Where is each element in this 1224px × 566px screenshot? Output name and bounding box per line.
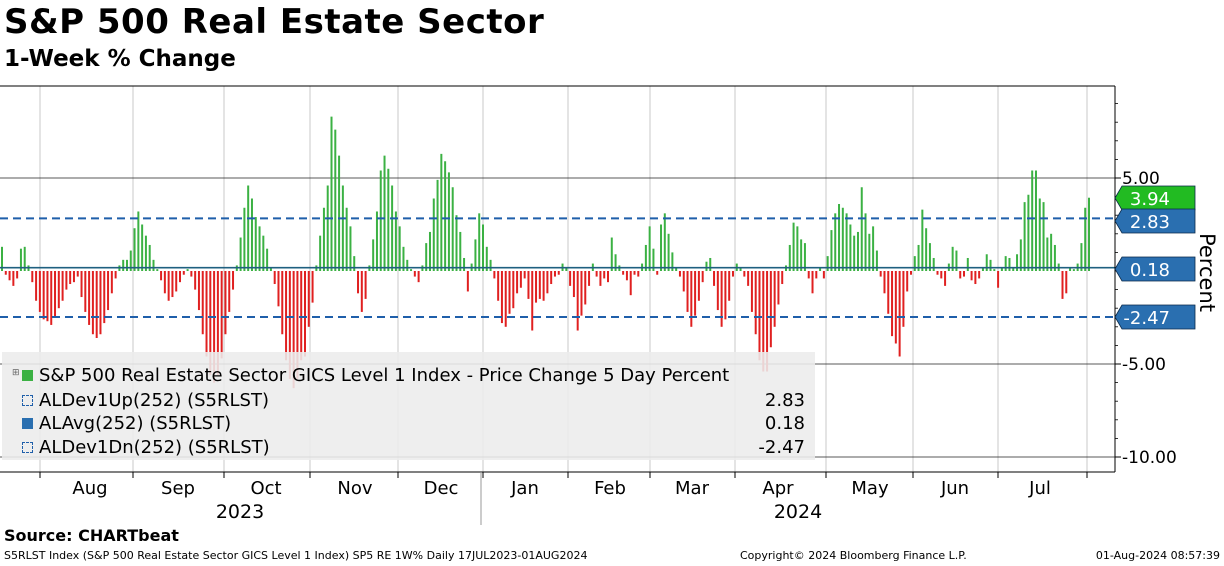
legend-label: ALAvg(252) (S5RLST) — [39, 413, 232, 434]
value-badge-label: 3.94 — [1130, 189, 1170, 210]
x-month-label: Jan — [510, 478, 539, 499]
footer-copyright: Copyright© 2024 Bloomberg Finance L.P. — [740, 549, 967, 562]
chart-title: S&P 500 Real Estate Sector — [4, 2, 545, 42]
bars-layer — [1, 116, 1090, 389]
value-badge-label: 2.83 — [1130, 212, 1170, 233]
value-badge — [1114, 304, 1196, 330]
legend-label: ALDev1Up(252) (S5RLST) — [39, 390, 269, 411]
chart-subtitle: 1-Week % Change — [4, 46, 236, 72]
legend-label: ALDev1Dn(252) (S5RLST) — [39, 437, 270, 458]
value-badge — [1114, 208, 1196, 234]
axis-layer: 5.00 -5.00 -10.00 Aug Sep Oct Nov Dec Jan Feb Mar A… — [0, 85, 1219, 525]
x-month-label: Oct — [250, 478, 281, 499]
legend-value: 2.83 — [764, 390, 805, 411]
legend-row-dev-up[interactable]: ALDev1Up(252) (S5RLST) 2.83 — [2, 390, 815, 414]
x-month-label: Nov — [337, 478, 372, 499]
y-tick-label: 5.00 — [1122, 169, 1160, 189]
x-month-label: Apr — [762, 478, 794, 499]
expand-icon[interactable]: ⊞ — [12, 368, 20, 378]
legend-row-dev-down[interactable]: ALDev1Dn(252) (S5RLST) -2.47 — [2, 437, 815, 461]
x-month-label: May — [851, 478, 889, 499]
y-tick-label: -5.00 — [1122, 355, 1166, 375]
value-badge-label: -2.47 — [1123, 308, 1170, 329]
x-month-label: Feb — [594, 478, 626, 499]
y-tick-label: -10.00 — [1122, 448, 1177, 468]
value-badge — [1114, 256, 1196, 282]
legend-label: S&P 500 Real Estate Sector GICS Level 1 … — [39, 365, 730, 386]
x-month-label: Sep — [161, 478, 195, 499]
source-label: Source: CHARTbeat — [4, 526, 179, 545]
x-month-label: Jun — [940, 478, 969, 499]
legend: ⊞ S&P 500 Real Estate Sector GICS Level … — [2, 352, 815, 460]
footer-description: S5RLST Index (S&P 500 Real Estate Sector… — [4, 549, 588, 562]
legend-value: 0.18 — [764, 413, 805, 434]
x-year-label: 2023 — [216, 501, 264, 523]
x-month-label: Dec — [424, 478, 459, 499]
legend-swatch-price-change — [22, 370, 33, 381]
y-axis-title: Percent — [1195, 233, 1219, 312]
legend-row-avg[interactable]: ALAvg(252) (S5RLST) 0.18 — [2, 413, 815, 437]
x-month-label: Aug — [72, 478, 107, 499]
x-month-label: Mar — [675, 478, 710, 499]
legend-value: -2.47 — [758, 437, 805, 458]
legend-swatch-dev-down — [22, 442, 33, 453]
reference-lines-layer — [0, 217, 1115, 318]
legend-swatch-avg — [22, 418, 33, 429]
x-year-label: 2024 — [774, 501, 822, 523]
value-badge-label: 0.18 — [1130, 260, 1170, 281]
legend-row-price-change[interactable]: ⊞ S&P 500 Real Estate Sector GICS Level … — [2, 365, 815, 389]
value-badge — [1114, 185, 1196, 211]
footer-timestamp: 01-Aug-2024 08:57:39 — [1095, 549, 1220, 562]
x-month-label: Jul — [1028, 478, 1051, 499]
legend-swatch-dev-up — [22, 395, 33, 406]
